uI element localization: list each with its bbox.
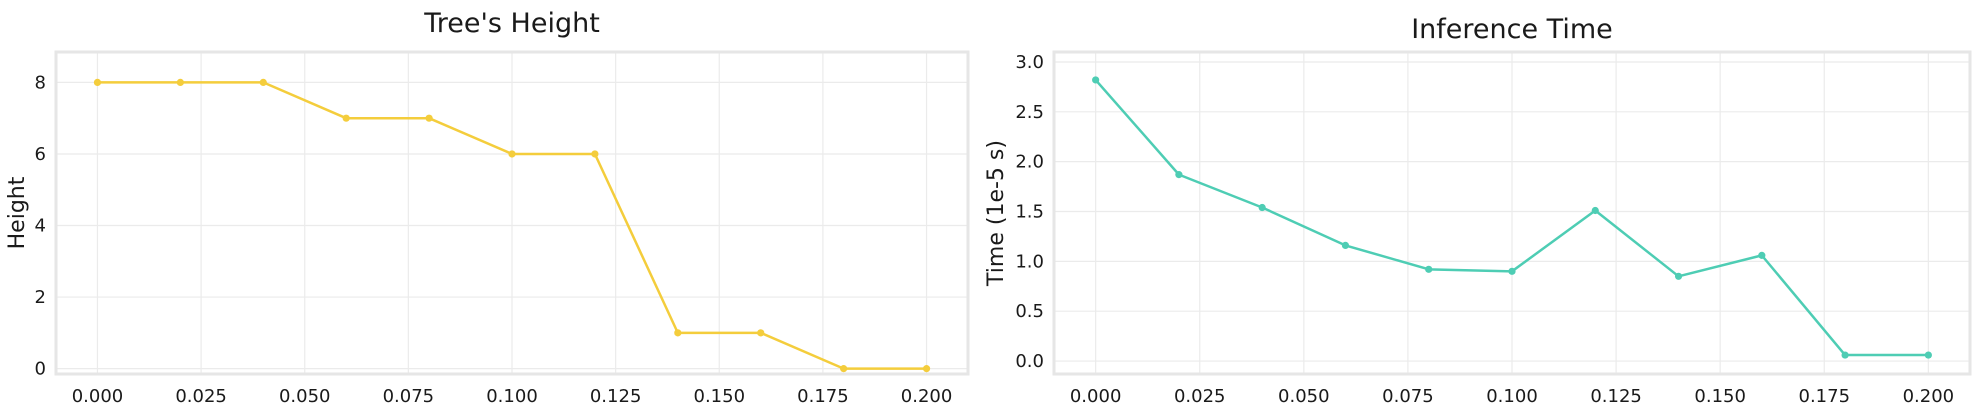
chart-title: Inference Time bbox=[1411, 14, 1613, 45]
y-tick-label: 6 bbox=[35, 144, 46, 165]
x-tick-label: 0.200 bbox=[901, 386, 953, 407]
x-tick-label: 0.000 bbox=[1070, 386, 1122, 407]
data-point bbox=[1258, 203, 1266, 212]
x-tick-label: 0.125 bbox=[590, 386, 642, 407]
y-axis-label: Height bbox=[5, 176, 30, 249]
plot-frame bbox=[54, 50, 970, 376]
data-point bbox=[425, 114, 433, 122]
x-tick-label: 0.125 bbox=[1590, 386, 1642, 407]
x-tick-label: 0.100 bbox=[486, 386, 538, 407]
y-tick-label: 8 bbox=[35, 72, 46, 93]
x-tick-label: 0.150 bbox=[694, 386, 746, 407]
y-tick-label: 2.0 bbox=[1015, 152, 1044, 173]
x-tick-label: 0.200 bbox=[1903, 386, 1955, 407]
data-point bbox=[1591, 206, 1599, 215]
data-point bbox=[1341, 241, 1350, 249]
data-point bbox=[591, 150, 599, 158]
data-point bbox=[1425, 265, 1433, 273]
data-point bbox=[922, 365, 931, 373]
chart-1: 0.000 0.025 0.050 0.075 0.100 0.125 0.150 0.175… bbox=[5, 8, 970, 407]
y-tick-label: 1.0 bbox=[1015, 251, 1044, 272]
y-tick-label: 3.0 bbox=[1015, 52, 1044, 73]
data-point bbox=[1508, 267, 1516, 275]
y-axis-label: Time (1e-5 s) bbox=[984, 140, 1009, 287]
x-tick-label: 0.050 bbox=[1278, 386, 1330, 407]
x-tick-label: 0.050 bbox=[279, 386, 331, 407]
x-tick-label: 0.025 bbox=[175, 386, 227, 407]
data-point bbox=[176, 78, 184, 87]
y-tick-label: 2.5 bbox=[1015, 102, 1044, 123]
data-point bbox=[1092, 76, 1100, 84]
x-tick-label: 0.075 bbox=[1382, 386, 1434, 407]
data-point bbox=[93, 78, 102, 87]
y-tick-label: 4 bbox=[35, 216, 46, 237]
chart-title: Tree's Height bbox=[423, 8, 600, 39]
x-tick-label: 0.150 bbox=[1694, 386, 1746, 407]
y-tick-label: 0.5 bbox=[1015, 301, 1044, 322]
data-point bbox=[1674, 272, 1683, 280]
data-point bbox=[840, 365, 848, 373]
data-point bbox=[342, 114, 350, 122]
data-point bbox=[1175, 171, 1183, 179]
data-point bbox=[1758, 251, 1766, 259]
y-tick-label: 0.0 bbox=[1015, 351, 1044, 372]
x-tick-label: 0.025 bbox=[1174, 386, 1226, 407]
chart-2: 0.000 0.025 0.050 0.075 0.100 0.125 0.150 0.175… bbox=[984, 14, 1972, 407]
x-tick-label: 0.100 bbox=[1486, 386, 1538, 407]
y-tick-label: 2 bbox=[35, 287, 46, 308]
data-point bbox=[259, 78, 267, 87]
x-tick-label: 0.075 bbox=[383, 386, 435, 407]
y-tick-label: 1.5 bbox=[1015, 202, 1044, 223]
x-tick-label: 0.175 bbox=[797, 386, 849, 407]
x-tick-label: 0.000 bbox=[72, 386, 124, 407]
x-tick-label: 0.175 bbox=[1799, 386, 1851, 407]
data-point bbox=[1924, 351, 1932, 359]
y-tick-label: 0 bbox=[35, 359, 46, 380]
data-point bbox=[674, 329, 682, 337]
data-point bbox=[508, 150, 516, 158]
data-point bbox=[757, 329, 765, 337]
plot-frame bbox=[1052, 50, 1972, 376]
data-point bbox=[1841, 351, 1849, 359]
